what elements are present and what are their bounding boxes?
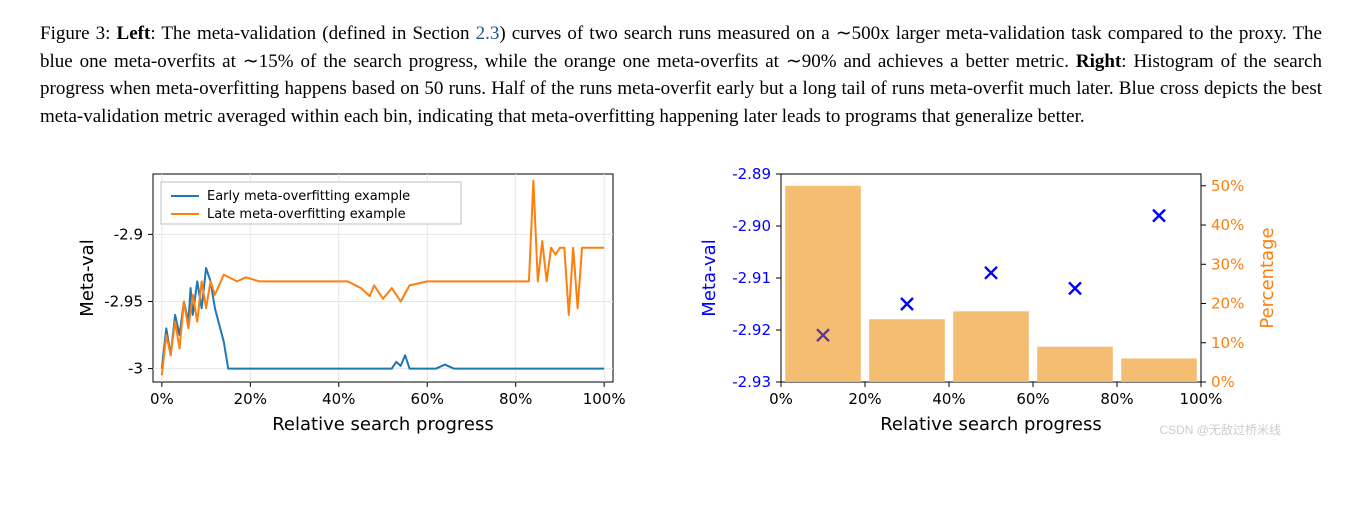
svg-text:-2.93: -2.93 bbox=[732, 373, 771, 391]
svg-text:30%: 30% bbox=[1211, 255, 1244, 273]
svg-text:Meta-val: Meta-val bbox=[77, 239, 98, 316]
svg-text:0%: 0% bbox=[150, 390, 174, 408]
svg-text:100%: 100% bbox=[1180, 390, 1223, 408]
right-chart-container: 0% 20% 40% 60% 80% 100% -2.93 -2.92 -2.91 -2.90 -2… bbox=[691, 160, 1291, 440]
svg-text:-2.89: -2.89 bbox=[732, 165, 771, 183]
svg-text:-3: -3 bbox=[128, 360, 143, 378]
left-chart: 0% 20% 40% 60% 80% 100% -3 -2.95 -2.9 Relative se… bbox=[71, 160, 631, 440]
svg-text:40%: 40% bbox=[1211, 216, 1244, 234]
svg-text:40%: 40% bbox=[932, 390, 965, 408]
figure-caption: Figure 3: Left: The meta-validation (def… bbox=[40, 20, 1322, 130]
svg-text:100%: 100% bbox=[583, 390, 626, 408]
svg-text:-2.9: -2.9 bbox=[114, 226, 143, 244]
charts-row: 0% 20% 40% 60% 80% 100% -3 -2.95 -2.9 Relative se… bbox=[40, 160, 1322, 440]
svg-text:10%: 10% bbox=[1211, 334, 1244, 352]
svg-text:60%: 60% bbox=[1016, 390, 1049, 408]
svg-text:Percentage: Percentage bbox=[1257, 228, 1278, 329]
svg-text:80%: 80% bbox=[499, 390, 532, 408]
svg-text:Relative search progress: Relative search progress bbox=[272, 414, 494, 435]
svg-text:Meta-val: Meta-val bbox=[699, 239, 720, 316]
svg-text:0%: 0% bbox=[769, 390, 793, 408]
caption-left-bold: Left bbox=[117, 23, 151, 44]
svg-text:Relative search progress: Relative search progress bbox=[880, 414, 1102, 435]
svg-text:20%: 20% bbox=[1211, 295, 1244, 313]
caption-right-bold: Right bbox=[1076, 51, 1121, 72]
caption-left-a: : The meta-validation (defined in Sectio… bbox=[150, 23, 475, 44]
right-chart: 0% 20% 40% 60% 80% 100% -2.93 -2.92 -2.91 -2.90 -2… bbox=[691, 160, 1291, 440]
svg-text:-2.91: -2.91 bbox=[732, 269, 771, 287]
svg-text:20%: 20% bbox=[234, 390, 267, 408]
svg-text:0%: 0% bbox=[1211, 373, 1235, 391]
svg-text:50%: 50% bbox=[1211, 177, 1244, 195]
svg-text:20%: 20% bbox=[848, 390, 881, 408]
svg-text:-2.95: -2.95 bbox=[104, 293, 143, 311]
svg-text:80%: 80% bbox=[1100, 390, 1133, 408]
svg-text:-2.90: -2.90 bbox=[732, 217, 771, 235]
caption-section-link[interactable]: 2.3 bbox=[476, 23, 500, 44]
svg-text:-2.92: -2.92 bbox=[732, 321, 771, 339]
svg-text:Late meta-overfitting example: Late meta-overfitting example bbox=[207, 207, 406, 222]
svg-text:60%: 60% bbox=[411, 390, 444, 408]
svg-text:Early meta-overfitting example: Early meta-overfitting example bbox=[207, 189, 410, 204]
svg-text:40%: 40% bbox=[322, 390, 355, 408]
caption-fig-label: Figure 3: bbox=[40, 23, 110, 44]
watermark: CSDN @无敌过桥米线 bbox=[1159, 421, 1281, 438]
left-chart-container: 0% 20% 40% 60% 80% 100% -3 -2.95 -2.9 Relative se… bbox=[71, 160, 631, 440]
